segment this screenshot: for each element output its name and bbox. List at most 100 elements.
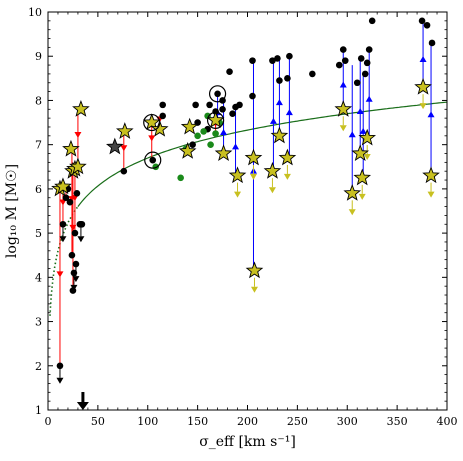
x-tick-label: 350 — [387, 415, 408, 428]
fit-curve-solid — [77, 101, 448, 207]
blue-arrow-head — [220, 128, 228, 135]
star-marker — [343, 184, 362, 201]
x-tick-label: 50 — [91, 415, 105, 428]
yellow-limit-head — [234, 191, 242, 198]
y-tick-label: 3 — [35, 316, 42, 329]
y-tick-label: 2 — [35, 360, 42, 373]
star-marker — [72, 100, 90, 117]
black-point — [357, 55, 365, 62]
black-point — [423, 21, 431, 29]
x-tick-label: 100 — [137, 415, 158, 428]
yellow-limit-head — [427, 191, 435, 198]
black-point — [73, 190, 81, 197]
green-point — [194, 132, 201, 140]
black-point — [219, 105, 226, 113]
red-arrow-head — [148, 135, 156, 142]
data-points-group — [51, 17, 440, 370]
blue-arrow-head — [356, 107, 364, 114]
star-marker — [62, 139, 80, 157]
star-marker — [358, 128, 377, 146]
blue-arrow-head — [285, 109, 293, 116]
black-point — [78, 220, 86, 228]
blue-arrow-head — [348, 131, 356, 138]
highlight-circle — [206, 111, 225, 129]
black-point — [59, 220, 67, 228]
black-point — [149, 156, 157, 164]
y-tick-label: 7 — [35, 139, 42, 152]
yellow-limit-head — [348, 209, 356, 216]
fit-curve-group — [49, 101, 448, 316]
red-arrow-head — [120, 145, 128, 152]
black-point — [189, 141, 196, 148]
black-point — [236, 101, 243, 109]
x-axis-label: σ_eff [km s⁻¹] — [199, 434, 296, 450]
star-marker — [214, 144, 233, 162]
black-point — [353, 79, 361, 87]
star-marker — [353, 168, 372, 186]
yellow-limit-head — [283, 173, 291, 180]
black-point — [361, 70, 369, 78]
star-marker — [54, 177, 72, 195]
black-limit-head — [56, 377, 64, 384]
y-tick-label: 5 — [35, 227, 42, 240]
black-point — [341, 57, 349, 64]
black-point — [159, 101, 167, 109]
black-point — [286, 52, 293, 60]
star-marker — [69, 157, 87, 175]
star-marker — [206, 111, 225, 128]
star-marker — [334, 100, 353, 117]
y-tick-label: 4 — [35, 271, 42, 284]
star-marker — [180, 117, 199, 135]
fit-curve-dotted — [49, 206, 79, 316]
black-limit-head — [72, 276, 80, 283]
star-marker — [414, 77, 432, 95]
black-point — [66, 198, 74, 206]
black-point — [365, 46, 373, 53]
blue-arrow-head — [339, 81, 347, 88]
black-point — [249, 57, 256, 64]
black-point — [62, 194, 70, 202]
star-marker — [115, 122, 134, 139]
yellow-limit-head — [250, 286, 258, 293]
black-point — [70, 269, 78, 277]
yellow-limit-head — [268, 187, 276, 194]
yellow-limit-head — [339, 125, 347, 132]
black-point — [56, 362, 64, 370]
green-point — [212, 130, 219, 137]
y-tick-label: 9 — [35, 50, 42, 63]
black-point — [249, 92, 256, 100]
yellow-limit-head — [419, 103, 427, 110]
star-marker — [270, 126, 289, 144]
star-marker — [150, 119, 169, 137]
yellow-limit-head — [358, 193, 366, 200]
green-point — [200, 128, 207, 135]
black-point — [274, 55, 281, 62]
black-point — [276, 77, 283, 84]
y-tick-label: 1 — [35, 404, 42, 417]
red-arrow-head — [56, 271, 64, 278]
black-point — [214, 90, 221, 98]
black-point — [284, 75, 291, 82]
marker-arrow-head — [76, 402, 89, 410]
black-point — [226, 68, 233, 75]
yellow-limit-head — [363, 154, 371, 161]
black-point — [339, 46, 347, 53]
blue-arrow-head — [365, 95, 373, 102]
plot-frame — [47, 11, 448, 411]
highlight-circle — [143, 113, 161, 132]
x-tick-label: 0 — [45, 415, 52, 428]
star-marker — [228, 166, 247, 184]
star-marker — [351, 144, 370, 162]
star-marker — [263, 161, 282, 179]
x-tick-label: 200 — [237, 415, 258, 428]
star-marker — [106, 137, 124, 155]
black-limit-head — [59, 236, 67, 243]
black-point — [159, 112, 167, 120]
black-point — [68, 251, 76, 259]
green-point — [207, 141, 214, 148]
black-point — [368, 17, 376, 25]
star-marker — [245, 261, 264, 279]
green-point — [177, 174, 184, 182]
blue-arrow-head — [269, 117, 277, 124]
